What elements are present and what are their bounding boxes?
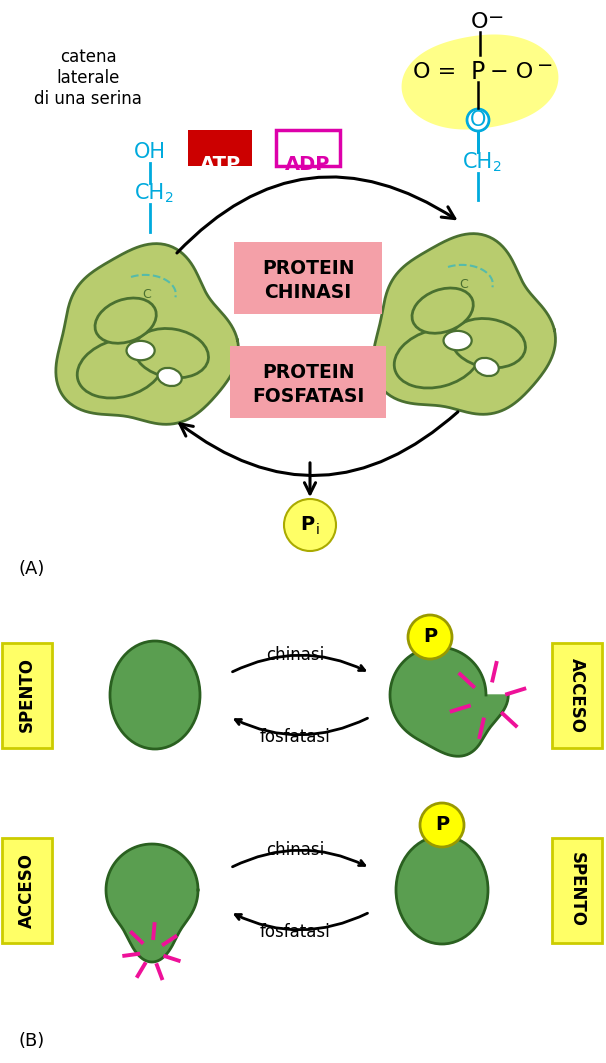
Text: C: C xyxy=(459,277,468,291)
FancyBboxPatch shape xyxy=(230,345,386,418)
Text: C: C xyxy=(142,288,151,301)
Text: SPENTO: SPENTO xyxy=(18,658,36,732)
Circle shape xyxy=(284,499,336,551)
Text: ACCESO: ACCESO xyxy=(568,658,586,732)
Ellipse shape xyxy=(95,298,156,343)
Text: −: − xyxy=(488,7,504,27)
Text: ACCESO: ACCESO xyxy=(18,853,36,928)
Circle shape xyxy=(420,803,464,847)
Text: P: P xyxy=(435,815,449,834)
Ellipse shape xyxy=(444,331,471,350)
FancyBboxPatch shape xyxy=(552,838,602,943)
Text: ADP: ADP xyxy=(285,154,331,173)
Text: OH: OH xyxy=(134,142,166,162)
Text: O =: O = xyxy=(413,62,457,82)
Text: PROTEIN: PROTEIN xyxy=(262,258,355,277)
Text: chinasi: chinasi xyxy=(266,646,324,664)
Text: fosfatasi: fosfatasi xyxy=(259,728,330,746)
Ellipse shape xyxy=(135,328,208,378)
Ellipse shape xyxy=(396,836,488,944)
Text: CH: CH xyxy=(135,183,165,203)
Polygon shape xyxy=(402,34,558,130)
Text: i: i xyxy=(316,523,320,537)
Text: P: P xyxy=(423,627,437,646)
Ellipse shape xyxy=(127,341,155,360)
FancyBboxPatch shape xyxy=(188,130,252,166)
Polygon shape xyxy=(373,234,556,415)
FancyBboxPatch shape xyxy=(2,642,52,747)
Polygon shape xyxy=(106,844,198,962)
Text: P: P xyxy=(300,516,314,535)
FancyBboxPatch shape xyxy=(276,130,340,166)
Polygon shape xyxy=(56,243,239,424)
Text: fosfatasi: fosfatasi xyxy=(259,923,330,941)
Text: − O: − O xyxy=(490,62,534,82)
FancyBboxPatch shape xyxy=(552,642,602,747)
Text: SPENTO: SPENTO xyxy=(568,853,586,928)
Text: 2: 2 xyxy=(165,191,173,205)
Ellipse shape xyxy=(110,641,200,749)
Circle shape xyxy=(408,615,452,659)
FancyArrowPatch shape xyxy=(180,411,458,475)
Ellipse shape xyxy=(474,358,499,376)
Text: O: O xyxy=(470,109,486,130)
Text: CHINASI: CHINASI xyxy=(264,283,351,302)
Text: O: O xyxy=(471,12,489,32)
Text: (B): (B) xyxy=(18,1032,44,1050)
Text: CH: CH xyxy=(463,152,493,172)
Ellipse shape xyxy=(451,319,525,368)
Text: ATP: ATP xyxy=(199,154,241,173)
Ellipse shape xyxy=(77,338,164,398)
FancyBboxPatch shape xyxy=(234,242,382,314)
Text: catena
laterale
di una serina: catena laterale di una serina xyxy=(34,48,142,107)
Ellipse shape xyxy=(412,288,473,334)
Text: FOSFATASI: FOSFATASI xyxy=(252,387,364,405)
FancyArrowPatch shape xyxy=(304,462,316,494)
Text: (A): (A) xyxy=(18,560,44,578)
Text: 2: 2 xyxy=(493,161,501,174)
Ellipse shape xyxy=(158,368,182,386)
Polygon shape xyxy=(390,647,508,756)
Circle shape xyxy=(467,109,489,131)
Text: chinasi: chinasi xyxy=(266,841,324,859)
FancyBboxPatch shape xyxy=(2,838,52,943)
Text: P: P xyxy=(471,60,485,84)
FancyArrowPatch shape xyxy=(177,176,455,253)
Ellipse shape xyxy=(395,328,481,388)
Text: PROTEIN: PROTEIN xyxy=(262,362,355,382)
Text: −: − xyxy=(537,56,553,75)
